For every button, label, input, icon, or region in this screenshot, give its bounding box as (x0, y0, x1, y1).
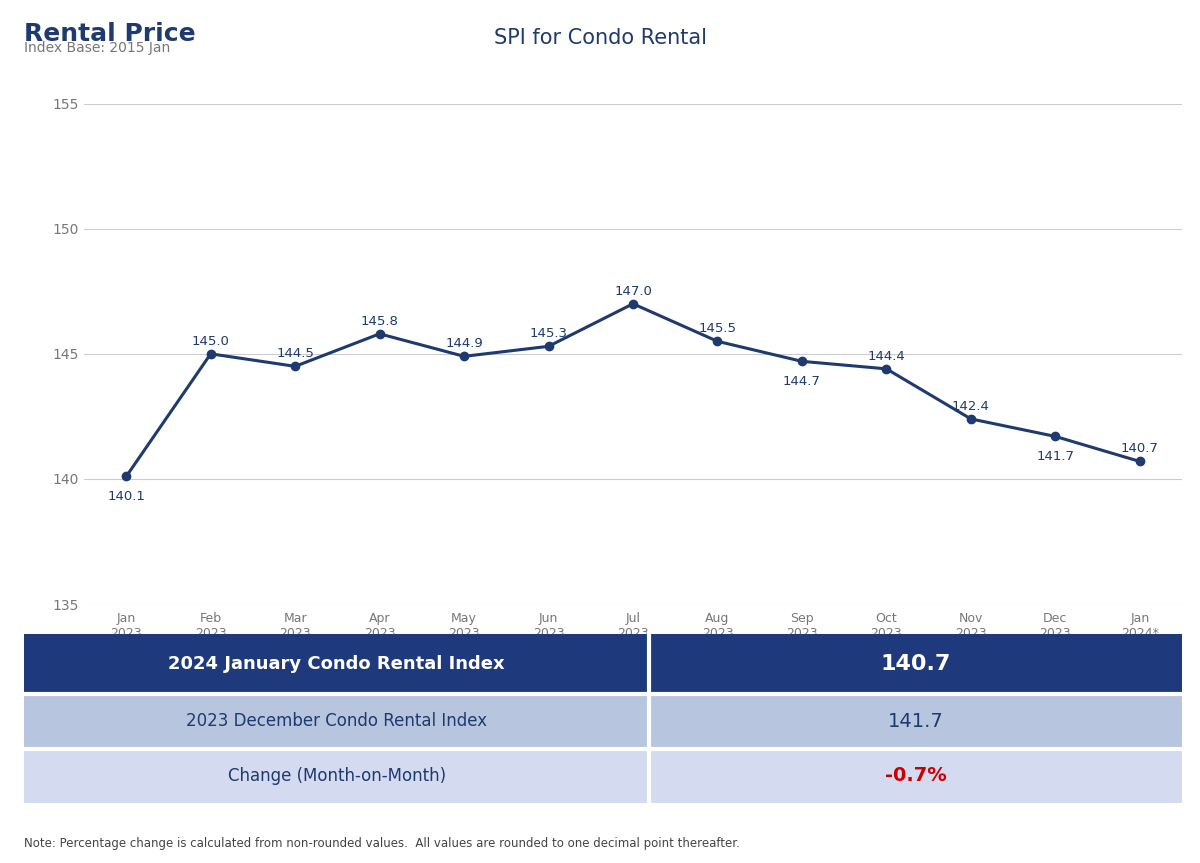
Text: 141.7: 141.7 (1037, 450, 1074, 463)
Text: SPI for Condo Rental: SPI for Condo Rental (493, 28, 707, 47)
Text: 140.1: 140.1 (107, 490, 145, 503)
Text: Change (Month-on-Month): Change (Month-on-Month) (228, 766, 445, 784)
Text: 145.8: 145.8 (361, 314, 398, 328)
Text: Note: Percentage change is calculated from non-rounded values.  All values are r: Note: Percentage change is calculated fr… (24, 837, 740, 850)
Text: 145.5: 145.5 (698, 322, 737, 335)
Text: 144.9: 144.9 (445, 337, 482, 350)
Text: 2024 January Condo Rental Index: 2024 January Condo Rental Index (168, 655, 505, 673)
Text: Index Base: 2015 Jan: Index Base: 2015 Jan (24, 41, 170, 55)
Text: 140.7: 140.7 (881, 654, 950, 674)
Text: 144.4: 144.4 (868, 350, 905, 362)
Text: Rental Price: Rental Price (24, 22, 196, 46)
Text: 140.7: 140.7 (1121, 442, 1159, 455)
Text: 145.3: 145.3 (529, 327, 568, 340)
Text: 144.5: 144.5 (276, 347, 314, 360)
Text: 2023 December Condo Rental Index: 2023 December Condo Rental Index (186, 712, 487, 730)
Text: 144.7: 144.7 (782, 375, 821, 388)
Text: 147.0: 147.0 (614, 285, 652, 298)
Text: 145.0: 145.0 (192, 335, 229, 348)
Text: 142.4: 142.4 (952, 400, 990, 413)
Text: -0.7%: -0.7% (884, 766, 947, 785)
Text: 141.7: 141.7 (888, 712, 943, 731)
